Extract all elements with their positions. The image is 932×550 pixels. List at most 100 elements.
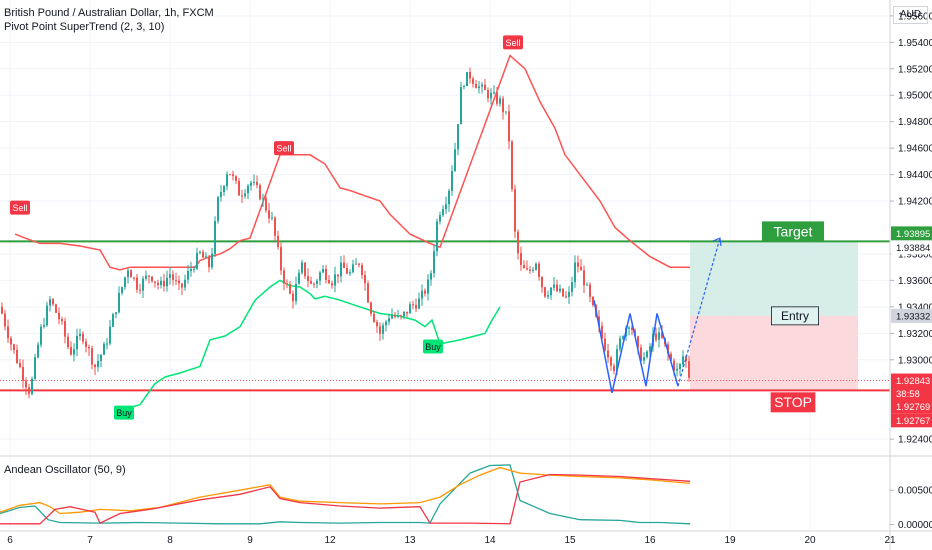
candle-body (409, 304, 411, 314)
candle-body (568, 291, 570, 297)
candle-body (73, 349, 75, 355)
candle-body (40, 326, 42, 345)
candle-body (661, 332, 663, 338)
candle-body (316, 280, 318, 285)
candle-body (376, 322, 378, 327)
candle-body (448, 190, 450, 205)
candle-body (283, 270, 285, 284)
candle-body (295, 283, 297, 302)
y-tick-label: 1.92400 (898, 435, 932, 446)
candle-body (61, 319, 63, 322)
candle-body (439, 215, 441, 222)
candle-body (400, 315, 402, 317)
candle-body (274, 217, 276, 236)
oscillator-pane (0, 464, 691, 525)
candle-body (580, 266, 582, 271)
candle-body (340, 262, 342, 277)
candle-body (304, 262, 306, 277)
candle-body (88, 346, 90, 349)
candle-body (616, 349, 618, 371)
candle-body (82, 333, 84, 342)
candle-body (622, 336, 624, 339)
oscillator-series-2 (0, 473, 691, 525)
candle-body (328, 280, 330, 284)
candle-body (103, 343, 105, 355)
candle-body (7, 326, 9, 339)
candle-body (496, 92, 498, 104)
candle-body (463, 86, 465, 88)
candle-body (292, 293, 294, 302)
candle-body (223, 186, 225, 193)
indicator-label: Pivot Point SuperTrend (2, 3, 10) (4, 21, 165, 33)
candle-body (445, 204, 447, 210)
candle-body (544, 287, 546, 297)
candle-body (610, 357, 612, 366)
candle-body (130, 270, 132, 278)
x-tick-label: 19 (724, 535, 736, 546)
candle-body (601, 325, 603, 339)
candle-body (121, 287, 123, 294)
x-tick-label: 8 (167, 535, 173, 546)
candle-body (607, 350, 609, 358)
candle-body (406, 311, 408, 314)
candle-body (241, 195, 243, 197)
stop-label: STOP (774, 394, 812, 410)
candle-body (286, 283, 288, 285)
candle-body (343, 262, 345, 268)
candle-body (235, 176, 237, 181)
current-price-box-bg (891, 373, 932, 388)
candle-body (346, 267, 348, 274)
candle-body (301, 262, 303, 273)
y-tick-label: 1.95000 (898, 91, 932, 102)
candle-body (670, 353, 672, 361)
countdown-box-bg (891, 386, 932, 401)
candle-body (142, 278, 144, 291)
candle-body (310, 280, 312, 284)
candle-body (157, 282, 159, 286)
y-tick-label: 1.94800 (898, 117, 932, 128)
sell-label-bg (274, 141, 294, 156)
candle-body (196, 252, 198, 269)
candle-body (484, 84, 486, 90)
y-tick-label: 1.93200 (898, 329, 932, 340)
candle-body (91, 348, 93, 365)
candle-body (685, 356, 687, 362)
candle-body (412, 304, 414, 306)
candle-body (325, 268, 327, 281)
candle-body (97, 360, 99, 368)
low-price-box: 1.92767 (896, 416, 930, 427)
x-tick-label: 6 (7, 535, 13, 546)
candle-body (538, 263, 540, 277)
candle-body (421, 290, 423, 299)
candle-body (682, 356, 684, 365)
candle-body (487, 89, 489, 99)
currency-button[interactable]: AUD (893, 6, 929, 24)
candle-body (529, 269, 531, 271)
oscillator-label: Andean Oscillator (50, 9) (4, 464, 126, 476)
candle-body (163, 280, 165, 287)
candle-body (289, 284, 291, 294)
candle-body (298, 272, 300, 284)
candle-body (466, 71, 468, 87)
candle-body (559, 288, 561, 292)
candle-body (151, 276, 153, 282)
candle-body (613, 365, 615, 371)
candle-body (94, 364, 96, 368)
candle-body (34, 357, 36, 379)
countdown-box: 38:58 (896, 389, 920, 400)
candle-body (505, 111, 507, 113)
y-tick-label: 1.93600 (898, 276, 932, 287)
candle-body (205, 256, 207, 258)
candle-body (109, 326, 111, 344)
candle-body (169, 274, 171, 278)
candle-body (127, 270, 129, 278)
target-label-bg (761, 221, 825, 242)
candle-body (22, 366, 24, 381)
stop-price-box-bg (891, 399, 932, 414)
candle-body (523, 265, 525, 269)
candle-body (592, 296, 594, 306)
stop-price-box: 1.92769 (896, 402, 930, 413)
candle-body (586, 284, 588, 286)
candle-body (649, 346, 651, 352)
